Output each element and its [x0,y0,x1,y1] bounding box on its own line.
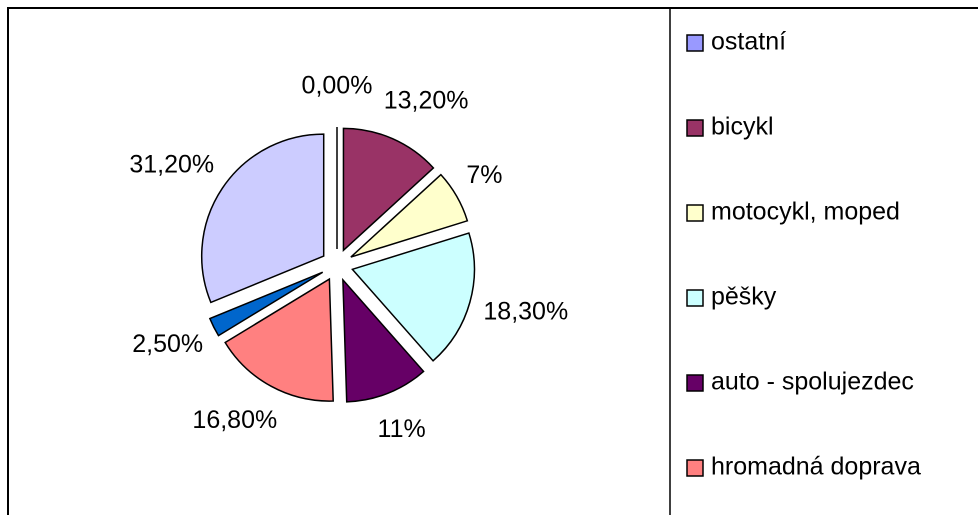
data-label: 31,20% [129,150,214,178]
legend-label: auto - spolujezdec [711,368,914,396]
data-label: 2,50% [132,330,203,358]
data-label: 13,20% [384,87,469,115]
data-label: 0,00% [302,72,373,100]
pie-slice [351,232,476,362]
chart-frame [7,7,978,515]
legend-label: hromadná doprava [711,453,921,481]
data-label: 7% [466,161,502,189]
legend-label: motocykl, moped [711,198,900,226]
pie-slice [208,271,324,337]
legend-swatch [686,459,704,477]
legend-swatch [686,289,704,307]
data-label: 16,80% [192,406,277,434]
legend-label: pěšky [711,283,777,311]
pie-slice [342,127,435,253]
data-label: 11% [378,415,426,443]
legend-swatch [686,119,704,137]
legend-swatch [686,204,704,222]
legend-label: bicykl [711,113,774,141]
pie-slice [342,277,425,403]
data-label: 18,30% [483,298,568,326]
legend-label: ostatní [711,28,786,56]
legend-swatch [686,34,704,52]
pie-slice [224,277,334,402]
pie-slice [350,173,469,258]
pie-slice [200,133,325,304]
legend-swatch [686,374,704,392]
